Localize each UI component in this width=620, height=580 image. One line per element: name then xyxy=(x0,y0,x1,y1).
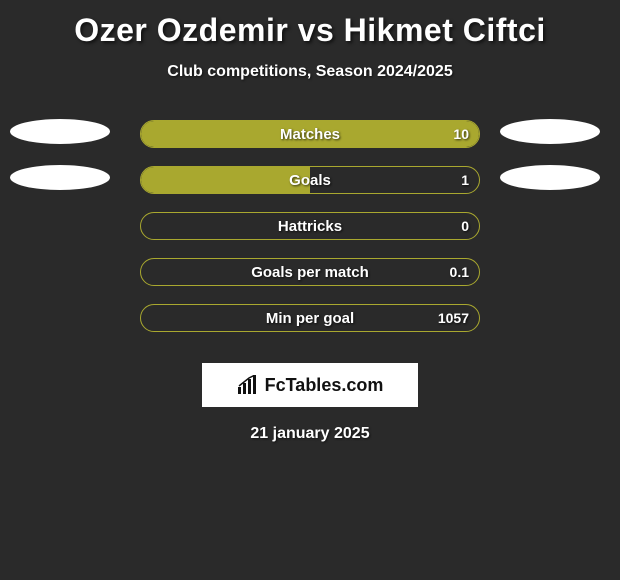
stat-bar: Hattricks0 xyxy=(140,212,480,240)
subtitle: Club competitions, Season 2024/2025 xyxy=(0,63,620,81)
stat-value: 0 xyxy=(461,213,469,239)
player-marker-right xyxy=(500,119,600,144)
chart-icon xyxy=(237,375,259,395)
stat-label: Min per goal xyxy=(141,305,479,331)
stat-bar: Goals1 xyxy=(140,166,480,194)
stat-value: 1057 xyxy=(438,305,469,331)
logo: FcTables.com xyxy=(202,363,418,407)
stat-row: Goals1 xyxy=(0,157,620,203)
stat-bar: Matches10 xyxy=(140,120,480,148)
player-marker-right xyxy=(500,165,600,190)
player-marker-left xyxy=(10,119,110,144)
player-marker-left xyxy=(10,165,110,190)
stat-row: Goals per match0.1 xyxy=(0,249,620,295)
stat-row: Matches10 xyxy=(0,111,620,157)
stat-bar: Goals per match0.1 xyxy=(140,258,480,286)
stat-bar-fill xyxy=(141,167,310,193)
stat-bar: Min per goal1057 xyxy=(140,304,480,332)
stat-row: Hattricks0 xyxy=(0,203,620,249)
date-label: 21 january 2025 xyxy=(0,425,620,443)
page-title: Ozer Ozdemir vs Hikmet Ciftci xyxy=(0,0,620,49)
stats-container: Matches10 Goals1 Hattricks0 Goals per match… xyxy=(0,111,620,341)
stat-label: Goals per match xyxy=(141,259,479,285)
stat-value: 1 xyxy=(461,167,469,193)
logo-text: FcTables.com xyxy=(265,375,384,396)
stat-label: Hattricks xyxy=(141,213,479,239)
stat-row: Min per goal1057 xyxy=(0,295,620,341)
stat-value: 0.1 xyxy=(450,259,469,285)
stat-bar-fill xyxy=(141,121,479,147)
